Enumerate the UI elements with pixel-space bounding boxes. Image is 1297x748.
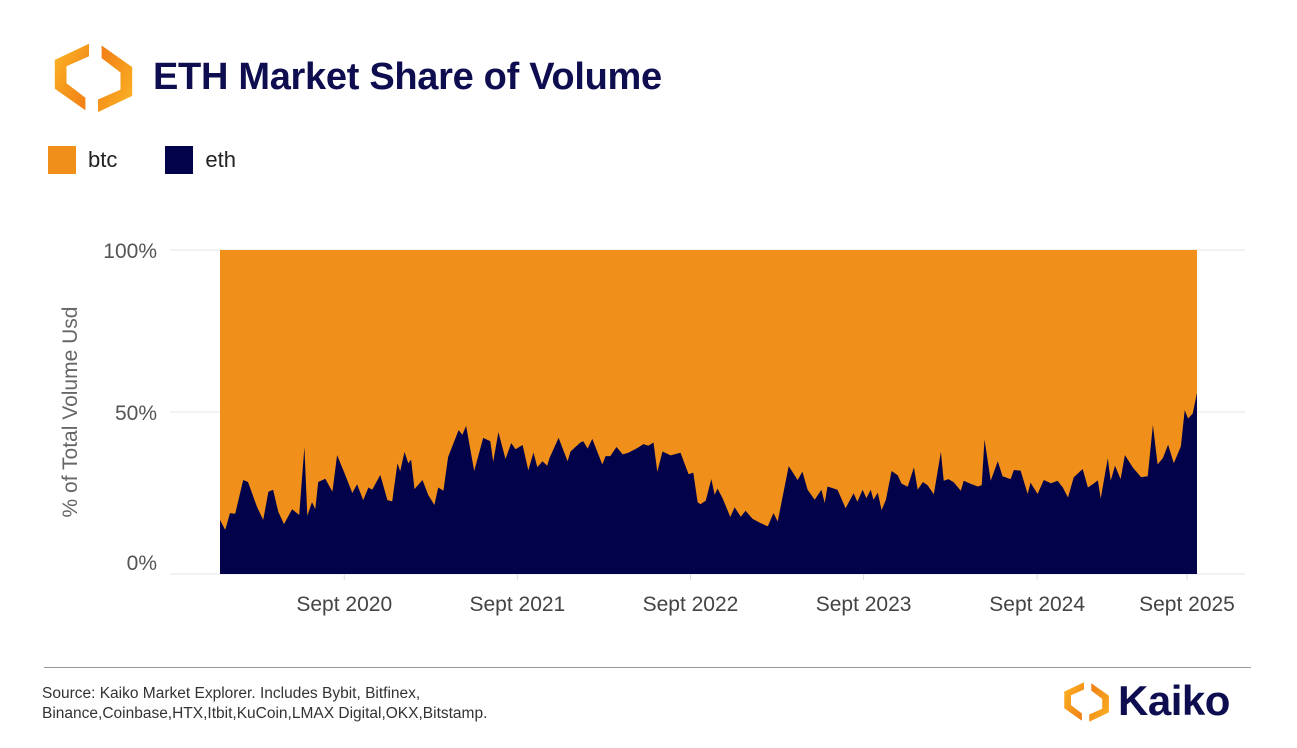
legend-label-btc: btc bbox=[88, 147, 118, 172]
x-tick-label: Sept 2020 bbox=[296, 593, 392, 616]
eth-area bbox=[220, 392, 1197, 574]
x-tick-label: Sept 2025 bbox=[1139, 593, 1235, 616]
x-tick-label: Sept 2024 bbox=[989, 593, 1085, 616]
brand-logo: Kaiko bbox=[1058, 677, 1230, 725]
kaiko-logo-icon bbox=[54, 43, 133, 113]
x-tick-label: Sept 2021 bbox=[469, 593, 565, 616]
source-note: Source: Kaiko Market Explorer. Includes … bbox=[42, 684, 487, 724]
y-tick-label: 50% bbox=[115, 402, 157, 425]
y-tick-label: 0% bbox=[127, 552, 157, 575]
chart-title: ETH Market Share of Volume bbox=[153, 56, 662, 98]
area-chart: 0% 50% 100% Sept 2020 Sept 2021 Sept 2022 Sep… bbox=[59, 240, 1245, 616]
legend-item-btc[interactable]: btc bbox=[48, 146, 117, 174]
x-tick-label: Sept 2022 bbox=[643, 593, 739, 616]
y-tick-label: 100% bbox=[103, 240, 157, 263]
y-axis-label: % of Total Volume Usd bbox=[59, 307, 82, 518]
legend-swatch-eth bbox=[165, 146, 194, 174]
kaiko-logo-icon bbox=[1064, 681, 1109, 722]
x-tick-label: Sept 2023 bbox=[816, 593, 912, 616]
source-line-1: Source: Kaiko Market Explorer. Includes … bbox=[42, 685, 421, 702]
source-line-2: Binance,Coinbase,HTX,Itbit,KuCoin,LMAX D… bbox=[42, 705, 488, 722]
legend: btc eth bbox=[48, 146, 284, 174]
footer-divider bbox=[44, 667, 1251, 668]
legend-item-eth[interactable]: eth bbox=[165, 146, 236, 174]
brand-name: Kaiko bbox=[1118, 677, 1230, 724]
legend-label-eth: eth bbox=[205, 147, 236, 172]
legend-swatch-btc bbox=[48, 146, 76, 174]
